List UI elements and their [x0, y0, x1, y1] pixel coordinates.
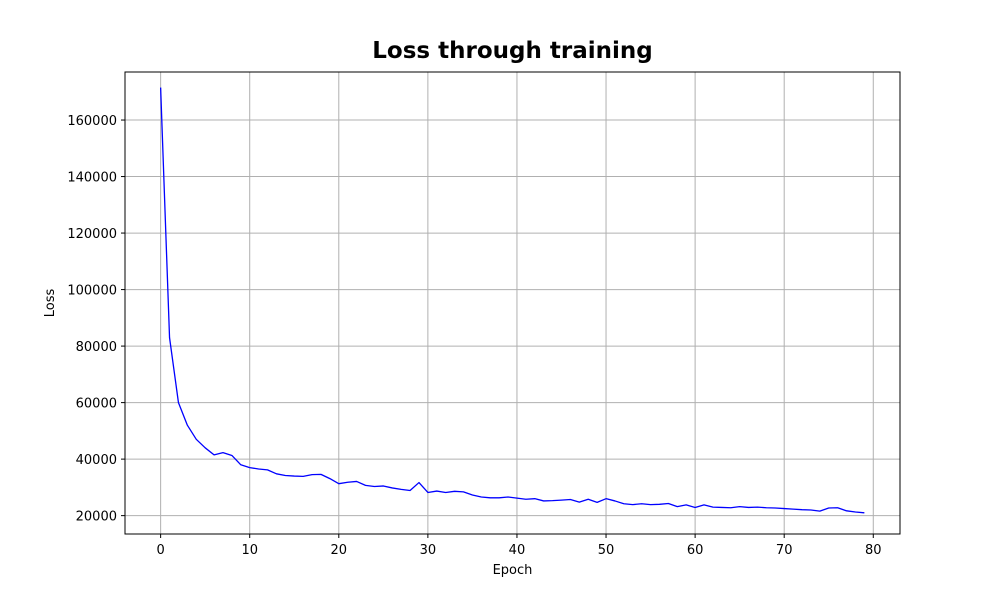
- y-tick-label: 80000: [76, 340, 117, 355]
- y-axis-label: Loss: [43, 289, 58, 318]
- y-axis-ticks: 20000 40000 60000 80000 100000 120000 140000 16…: [67, 114, 125, 525]
- x-axis-label: Epoch: [493, 563, 533, 578]
- y-tick-label: 120000: [67, 227, 117, 242]
- y-tick-label: 160000: [67, 114, 117, 129]
- y-tick-label: 60000: [76, 397, 117, 412]
- x-tick-label: 30: [420, 543, 437, 558]
- x-tick-label: 20: [331, 543, 348, 558]
- plot-frame: [124, 71, 901, 535]
- x-tick-label: 40: [509, 543, 526, 558]
- grid-lines: [125, 72, 900, 534]
- x-axis-ticks: 0 10 20 30 40 50 60 70 80: [156, 534, 882, 558]
- x-tick-label: 60: [687, 543, 704, 558]
- chart-title: Loss through training: [372, 38, 652, 64]
- x-tick-label: 50: [598, 543, 615, 558]
- y-tick-label: 40000: [76, 453, 117, 468]
- series-layer: [159, 87, 865, 514]
- x-tick-label: 80: [865, 543, 882, 558]
- y-tick-label: 140000: [67, 171, 117, 186]
- x-tick-label: 70: [776, 543, 793, 558]
- x-tick-label: 10: [241, 543, 258, 558]
- x-tick-label: 0: [156, 543, 164, 558]
- loss-series-line: [159, 87, 865, 514]
- y-tick-label: 100000: [67, 284, 117, 299]
- y-tick-label: 20000: [76, 510, 117, 525]
